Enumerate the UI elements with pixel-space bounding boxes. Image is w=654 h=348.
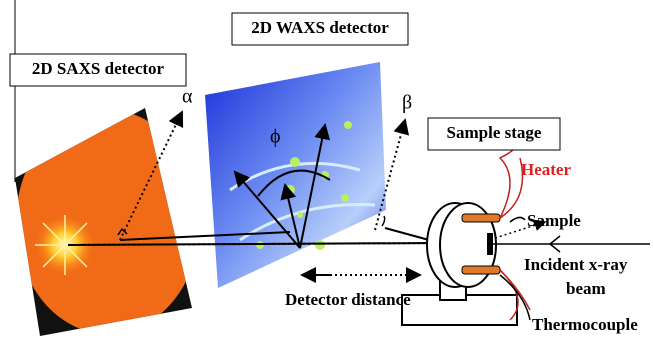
diagram: 2D SAXS detector 2D WAXS detector Sample… (0, 0, 654, 348)
beam-label: beam (566, 279, 606, 298)
stage-label: Sample stage (447, 123, 542, 142)
distance-label: Detector distance (285, 290, 411, 309)
saxs-detector (15, 108, 200, 336)
waxs-label: 2D WAXS detector (251, 18, 389, 37)
alpha-label: α (182, 86, 193, 108)
phi-label: ϕ (270, 126, 281, 148)
beta-label: β (402, 92, 412, 114)
thermocouple-label: Thermocouple (532, 315, 638, 334)
sample-label: Sample (527, 211, 581, 230)
heater-label: Heater (521, 160, 571, 179)
saxs-label: 2D SAXS detector (32, 59, 165, 78)
beam-label: Incident x-ray (524, 255, 628, 274)
waxs-detector (205, 62, 386, 288)
